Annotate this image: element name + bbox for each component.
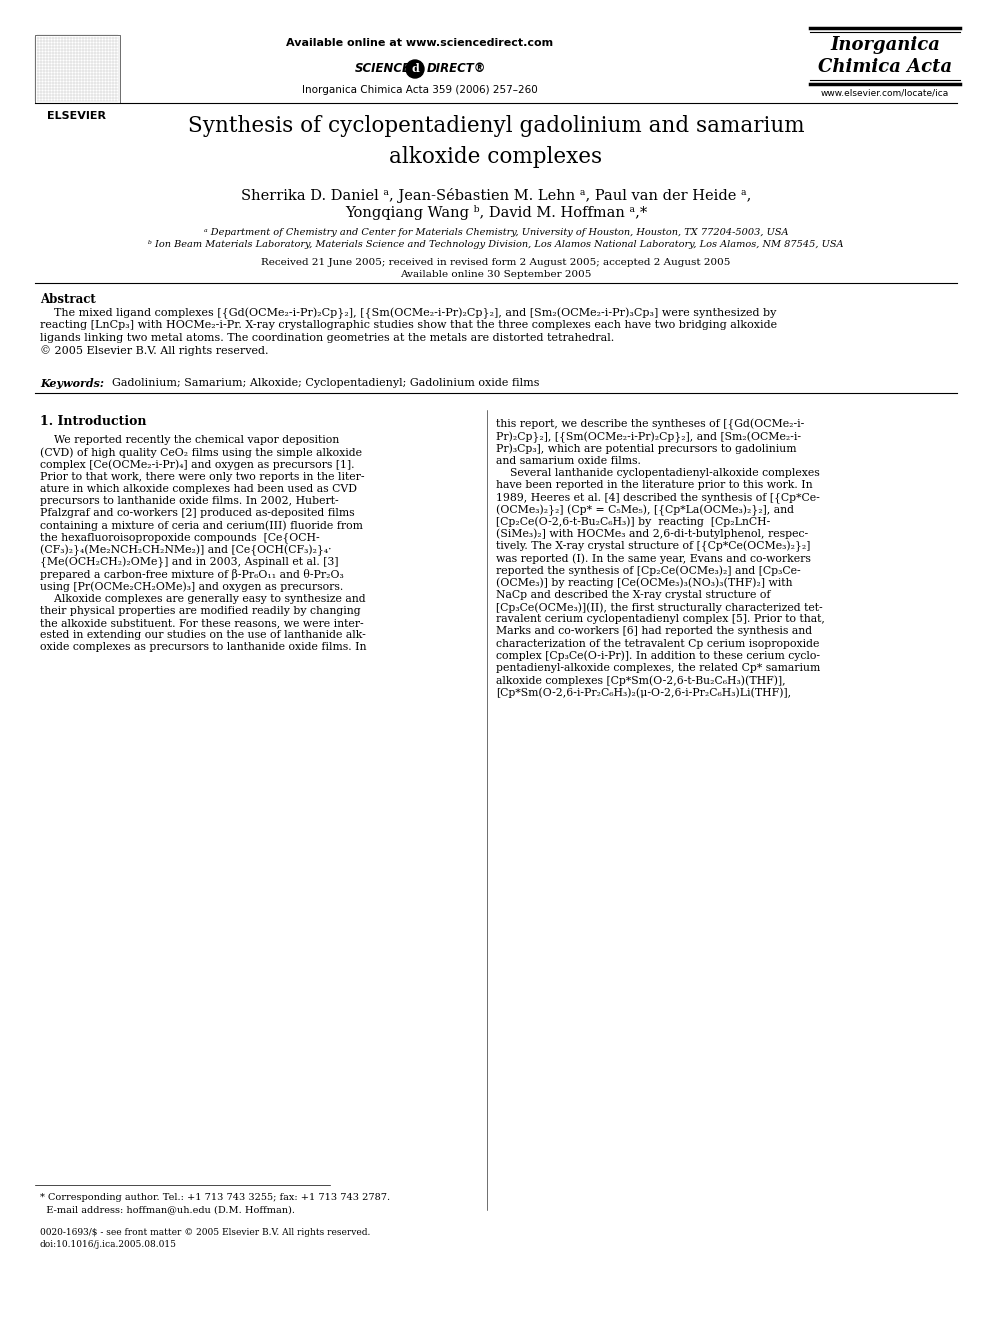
Text: ELSEVIER: ELSEVIER [48,111,106,120]
Text: their physical properties are modified readily by changing: their physical properties are modified r… [40,606,361,615]
Text: ᵇ Ion Beam Materials Laboratory, Materials Science and Technology Division, Los : ᵇ Ion Beam Materials Laboratory, Materia… [148,239,844,249]
Text: Available online at www.sciencedirect.com: Available online at www.sciencedirect.co… [287,38,554,48]
Text: complex [Cp₃Ce(O-i-Pr)]. In addition to these cerium cyclo-: complex [Cp₃Ce(O-i-Pr)]. In addition to … [496,651,820,662]
Text: the alkoxide substituent. For these reasons, we were inter-: the alkoxide substituent. For these reas… [40,618,364,628]
Text: 1. Introduction: 1. Introduction [40,415,147,429]
Text: have been reported in the literature prior to this work. In: have been reported in the literature pri… [496,480,812,490]
Text: Prior to that work, there were only two reports in the liter-: Prior to that work, there were only two … [40,471,364,482]
Text: the hexafluoroisopropoxide compounds  [Ce{OCH-: the hexafluoroisopropoxide compounds [Ce… [40,533,319,544]
Circle shape [406,60,424,78]
Text: tively. The X-ray crystal structure of [{Cp*Ce(OCMe₃)₂}₂]: tively. The X-ray crystal structure of [… [496,541,810,552]
Text: {Me(OCH₂CH₂)₂OMe}] and in 2003, Aspinall et al. [3]: {Me(OCH₂CH₂)₂OMe}] and in 2003, Aspinall… [40,557,338,569]
Text: oxide complexes as precursors to lanthanide oxide films. In: oxide complexes as precursors to lanthan… [40,643,366,652]
Text: [Cp₃Ce(OCMe₃)](II), the first structurally characterized tet-: [Cp₃Ce(OCMe₃)](II), the first structural… [496,602,822,613]
Text: and samarium oxide films.: and samarium oxide films. [496,455,641,466]
Text: alkoxide complexes [Cp*Sm(O-2,6-t-Bu₂C₆H₃)(THF)],: alkoxide complexes [Cp*Sm(O-2,6-t-Bu₂C₆H… [496,675,786,685]
Text: ligands linking two metal atoms. The coordination geometries at the metals are d: ligands linking two metal atoms. The coo… [40,333,614,343]
Text: (SiMe₃)₂] with HOCMe₃ and 2,6-di-t-butylphenol, respec-: (SiMe₃)₂] with HOCMe₃ and 2,6-di-t-butyl… [496,529,808,540]
Text: containing a mixture of ceria and cerium(III) fluoride from: containing a mixture of ceria and cerium… [40,520,363,531]
Text: 0020-1693/$ - see front matter © 2005 Elsevier B.V. All rights reserved.: 0020-1693/$ - see front matter © 2005 El… [40,1228,370,1237]
Text: We reported recently the chemical vapor deposition: We reported recently the chemical vapor … [40,435,339,445]
Text: was reported (I). In the same year, Evans and co-workers: was reported (I). In the same year, Evan… [496,553,810,564]
Text: doi:10.1016/j.ica.2005.08.015: doi:10.1016/j.ica.2005.08.015 [40,1240,177,1249]
Text: [Cp₂Ce(O-2,6-t-Bu₂C₆H₃)] by  reacting  [Cp₂LnCH-: [Cp₂Ce(O-2,6-t-Bu₂C₆H₃)] by reacting [Cp… [496,516,770,527]
Text: (OCMe₃)] by reacting [Ce(OCMe₃)₃(NO₃)₃(THF)₂] with: (OCMe₃)] by reacting [Ce(OCMe₃)₃(NO₃)₃(T… [496,578,793,589]
Text: (CVD) of high quality CeO₂ films using the simple alkoxide: (CVD) of high quality CeO₂ films using t… [40,447,362,458]
Text: precursors to lanthanide oxide films. In 2002, Hubert-: precursors to lanthanide oxide films. In… [40,496,338,505]
Text: pentadienyl-alkoxide complexes, the related Cp* samarium: pentadienyl-alkoxide complexes, the rela… [496,663,820,673]
Text: Marks and co-workers [6] had reported the synthesis and: Marks and co-workers [6] had reported th… [496,626,812,636]
Text: reported the synthesis of [Cp₂Ce(OCMe₃)₂] and [Cp₃Ce-: reported the synthesis of [Cp₂Ce(OCMe₃)₂… [496,565,801,576]
Text: [Cp*Sm(O-2,6-i-Pr₂C₆H₃)₂(μ-O-2,6-i-Pr₂C₆H₃)Li(THF)],: [Cp*Sm(O-2,6-i-Pr₂C₆H₃)₂(μ-O-2,6-i-Pr₂C₆… [496,688,792,699]
Text: Gadolinium; Samarium; Alkoxide; Cyclopentadienyl; Gadolinium oxide films: Gadolinium; Samarium; Alkoxide; Cyclopen… [105,378,540,388]
Text: Pr)₃Cp₃], which are potential precursors to gadolinium: Pr)₃Cp₃], which are potential precursors… [496,443,797,454]
Text: Inorganica
Chimica Acta: Inorganica Chimica Acta [818,36,952,75]
Text: © 2005 Elsevier B.V. All rights reserved.: © 2005 Elsevier B.V. All rights reserved… [40,345,269,356]
Text: DIRECT®: DIRECT® [427,62,486,75]
Text: www.elsevier.com/locate/ica: www.elsevier.com/locate/ica [820,89,949,97]
Text: Abstract: Abstract [40,292,96,306]
Text: reacting [LnCp₃] with HOCMe₂-i-Pr. X-ray crystallographic studies show that the : reacting [LnCp₃] with HOCMe₂-i-Pr. X-ray… [40,320,777,331]
Text: Pfalzgraf and co-workers [2] produced as-deposited films: Pfalzgraf and co-workers [2] produced as… [40,508,354,519]
Text: E-mail address: hoffman@uh.edu (D.M. Hoffman).: E-mail address: hoffman@uh.edu (D.M. Hof… [40,1205,295,1215]
Text: this report, we describe the syntheses of [{Gd(OCMe₂-i-: this report, we describe the syntheses o… [496,419,805,430]
Text: ravalent cerium cyclopentadienyl complex [5]. Prior to that,: ravalent cerium cyclopentadienyl complex… [496,614,825,624]
Text: Available online 30 September 2005: Available online 30 September 2005 [401,270,591,279]
Text: NaCp and described the X-ray crystal structure of: NaCp and described the X-ray crystal str… [496,590,771,599]
Text: (OCMe₃)₂}₂] (Cp* = C₅Me₅), [{Cp*La(OCMe₃)₂}₂], and: (OCMe₃)₂}₂] (Cp* = C₅Me₅), [{Cp*La(OCMe₃… [496,504,794,516]
Text: complex [Ce(OCMe₂-i-Pr)₄] and oxygen as precursors [1].: complex [Ce(OCMe₂-i-Pr)₄] and oxygen as … [40,459,354,470]
Text: using [Pr(OCMe₂CH₂OMe)₃] and oxygen as precursors.: using [Pr(OCMe₂CH₂OMe)₃] and oxygen as p… [40,581,343,591]
Text: characterization of the tetravalent Cp cerium isopropoxide: characterization of the tetravalent Cp c… [496,639,819,648]
Text: ested in extending our studies on the use of lanthanide alk-: ested in extending our studies on the us… [40,630,366,640]
Text: d: d [411,64,419,74]
Text: Yongqiang Wang ᵇ, David M. Hoffman ᵃ,*: Yongqiang Wang ᵇ, David M. Hoffman ᵃ,* [345,205,647,220]
Text: Alkoxide complexes are generally easy to synthesize and: Alkoxide complexes are generally easy to… [40,594,366,603]
Text: ature in which alkoxide complexes had been used as CVD: ature in which alkoxide complexes had be… [40,484,357,493]
Text: Keywords:: Keywords: [40,378,104,389]
Text: (CF₃)₂}₄(Me₂NCH₂CH₂NMe₂)] and [Ce{OCH(CF₃)₂}₄·: (CF₃)₂}₄(Me₂NCH₂CH₂NMe₂)] and [Ce{OCH(CF… [40,545,331,556]
Text: prepared a carbon-free mixture of β-Pr₆O₁₁ and θ-Pr₂O₃: prepared a carbon-free mixture of β-Pr₆O… [40,569,344,581]
Text: Inorganica Chimica Acta 359 (2006) 257–260: Inorganica Chimica Acta 359 (2006) 257–2… [303,85,538,95]
Text: 1989, Heeres et al. [4] described the synthesis of [{Cp*Ce-: 1989, Heeres et al. [4] described the sy… [496,492,819,503]
Text: * Corresponding author. Tel.: +1 713 743 3255; fax: +1 713 743 2787.: * Corresponding author. Tel.: +1 713 743… [40,1193,390,1203]
Bar [35,34,120,103]
Text: Received 21 June 2005; received in revised form 2 August 2005; accepted 2 August: Received 21 June 2005; received in revis… [261,258,731,267]
Text: Synthesis of cyclopentadienyl gadolinium and samarium
alkoxide complexes: Synthesis of cyclopentadienyl gadolinium… [187,115,805,168]
Text: Several lanthanide cyclopentadienyl-alkoxide complexes: Several lanthanide cyclopentadienyl-alko… [496,468,819,478]
Text: Pr)₂Cp}₂], [{Sm(OCMe₂-i-Pr)₂Cp}₂], and [Sm₂(OCMe₂-i-: Pr)₂Cp}₂], [{Sm(OCMe₂-i-Pr)₂Cp}₂], and [… [496,431,801,443]
Text: ᵃ Department of Chemistry and Center for Materials Chemistry, University of Hous: ᵃ Department of Chemistry and Center for… [203,228,789,237]
Text: Sherrika D. Daniel ᵃ, Jean-Sébastien M. Lehn ᵃ, Paul van der Heide ᵃ,: Sherrika D. Daniel ᵃ, Jean-Sébastien M. … [241,188,751,202]
Text: SCIENCE: SCIENCE [355,62,411,75]
Text: The mixed ligand complexes [{Gd(OCMe₂-i-Pr)₂Cp}₂], [{Sm(OCMe₂-i-Pr)₂Cp}₂], and [: The mixed ligand complexes [{Gd(OCMe₂-i-… [40,308,777,319]
